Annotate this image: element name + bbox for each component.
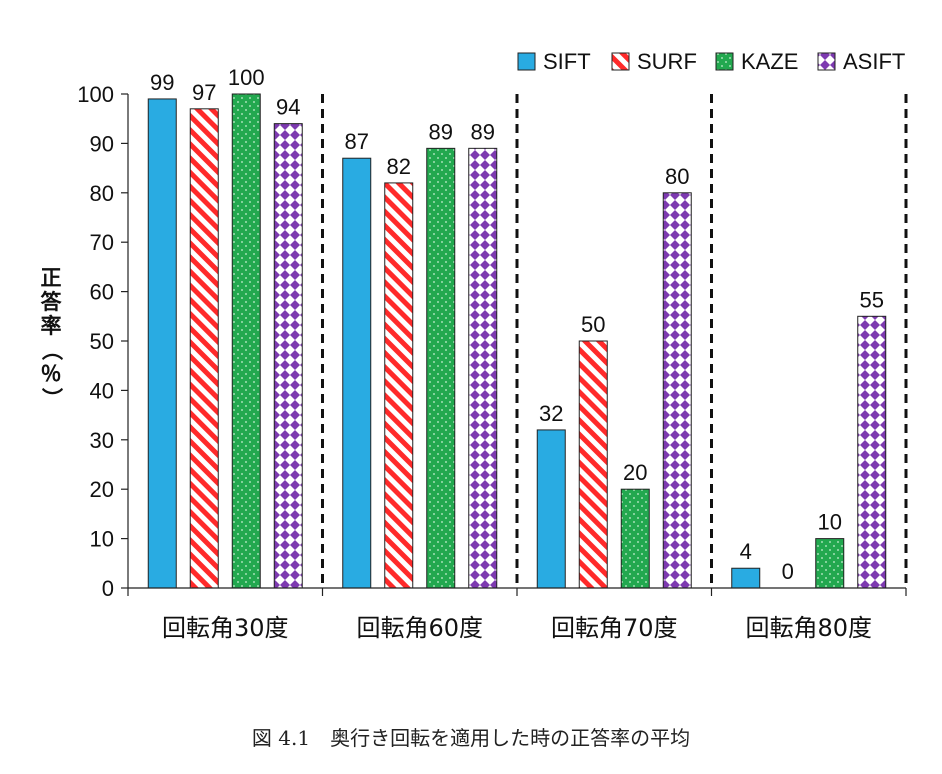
data-label: 0	[782, 559, 794, 584]
y-tick-label: 90	[90, 131, 114, 156]
data-label: 99	[150, 70, 174, 95]
y-tick-label: 50	[90, 329, 114, 354]
y-tick-label: 60	[90, 280, 114, 305]
data-label: 10	[818, 510, 842, 535]
legend-label: KAZE	[741, 49, 798, 74]
bar-surf	[189, 108, 219, 589]
bar-asift	[662, 192, 692, 589]
bar-kaze	[231, 93, 261, 589]
y-tick-label: 20	[90, 477, 114, 502]
category-label: 回転角30度	[162, 614, 289, 642]
bar-sift	[147, 98, 177, 589]
category-label: 回転角80度	[745, 614, 872, 642]
bar-asift	[857, 315, 887, 589]
y-axis-label-char: ％	[40, 362, 62, 386]
data-label: 55	[860, 287, 884, 312]
bar-asift	[468, 147, 498, 589]
bar-surf	[578, 340, 608, 589]
bar-asift	[273, 123, 303, 589]
bar-sift	[342, 157, 372, 589]
data-label: 80	[665, 164, 689, 189]
bar-kaze	[815, 538, 845, 589]
y-axis-label-char: ）	[39, 387, 63, 409]
legend-swatch	[817, 52, 836, 71]
category-label: 回転角60度	[356, 614, 483, 642]
y-axis-label-char: 正	[40, 266, 62, 290]
data-label: 100	[228, 65, 265, 90]
figure-caption: 図 4.1 奥行き回転を適用した時の正答率の平均	[251, 726, 691, 750]
data-label: 87	[345, 129, 369, 154]
data-label: 97	[192, 80, 216, 105]
data-label: 50	[581, 312, 605, 337]
data-label: 4	[740, 539, 752, 564]
y-tick-label: 0	[102, 576, 114, 601]
bar-kaze	[426, 147, 456, 589]
y-axis-label-char: 率	[40, 314, 62, 338]
bar-sift	[536, 429, 566, 589]
y-tick-label: 100	[77, 82, 114, 107]
data-label: 32	[539, 401, 563, 426]
y-tick-label: 80	[90, 181, 114, 206]
data-label: 82	[387, 154, 411, 179]
y-tick-label: 30	[90, 428, 114, 453]
legend-label: SIFT	[543, 49, 591, 74]
legend-label: SURF	[637, 49, 697, 74]
bar-chart: 0 10 20 30 40 50 60 70 80 90 100 99 97 100 94 回転角30度 87 8…	[36, 49, 908, 642]
legend-swatch	[611, 52, 630, 71]
legend-swatch	[715, 52, 734, 71]
data-label: 94	[276, 95, 300, 120]
category-label: 回転角70度	[551, 614, 678, 642]
bar-kaze	[620, 488, 650, 589]
y-tick-label: 40	[90, 378, 114, 403]
legend-swatch	[517, 52, 536, 71]
data-label: 20	[623, 460, 647, 485]
y-axis-label-char: （	[39, 339, 63, 361]
y-tick-label: 10	[90, 527, 114, 552]
y-axis-label-char: 答	[40, 290, 62, 314]
data-label: 89	[429, 119, 453, 144]
y-tick-label: 70	[90, 230, 114, 255]
bar-sift	[731, 567, 761, 589]
legend-label: ASIFT	[843, 49, 905, 74]
y-axis-label: 正 答 率 （ ％ ）	[36, 266, 66, 410]
bar-surf	[384, 182, 414, 589]
data-label: 89	[471, 119, 495, 144]
